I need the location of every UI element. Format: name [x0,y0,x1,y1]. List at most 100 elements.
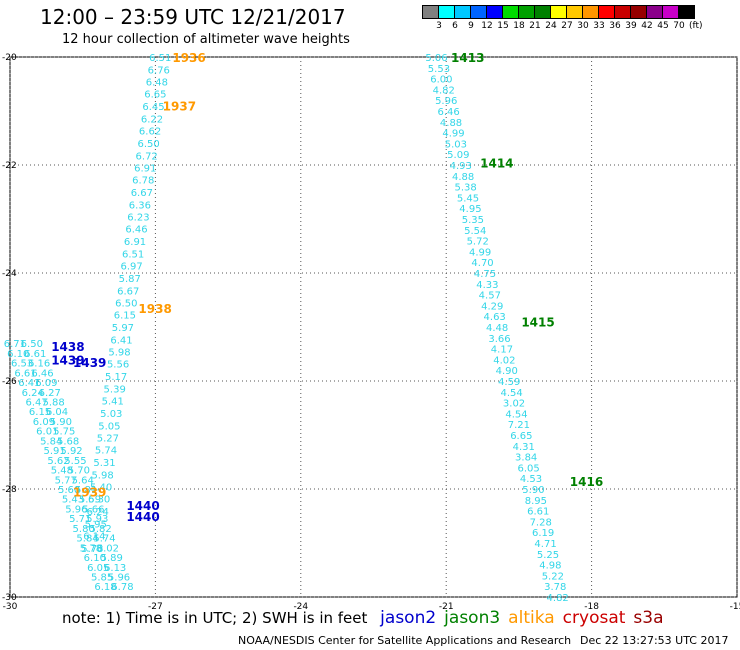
wave-height-label: 5.35 [462,215,484,226]
wave-height-label: 5.97 [112,323,134,334]
wave-height-label: 5.40 [90,482,112,493]
wave-height-label: 5.96 [435,96,457,107]
wave-height-label: 6.50 [137,139,159,150]
wave-height-label: 6.67 [131,188,153,199]
legend-label: 9 [468,21,474,31]
wave-height-label: 6.61 [14,368,36,379]
wave-height-label: 5.31 [93,458,115,469]
satellite-jason2: jason2 [380,608,437,628]
wave-height-label: 6.78 [132,176,154,187]
wave-height-label: 4.54 [500,388,522,399]
wave-height-label: 6.24 [22,388,44,399]
wave-height-label: 5.03 [100,409,122,420]
x-tick-label: -21 [439,602,454,612]
wave-height-label: 6.36 [129,200,151,211]
wave-height-label: 4.90 [496,366,518,377]
legend-label: 45 [657,21,669,31]
wave-height-label: 6.46 [31,368,53,379]
wave-height-label: 6.16 [28,359,50,370]
timestamp-text: Dec 22 13:27:53 UTC 2017 [580,634,729,647]
satellite-cryosat: cryosat [562,608,626,628]
legend-label: 6 [452,21,458,31]
wave-height-label: 5.43 [62,495,84,506]
wave-height-label: 6.65 [144,90,166,101]
wave-height-label: 5.73 [81,544,103,555]
wave-height-label: 6.22 [141,115,163,126]
wave-height-label: 6.30 [88,495,110,506]
wave-height-label: 4.54 [505,409,527,420]
wave-height-label: 6.24 [87,507,109,518]
legend-label: 3 [436,21,442,31]
wave-height-label: 6.05 [87,563,109,574]
wave-height-label: 4.99 [442,129,464,140]
legend-label: 21 [529,21,541,31]
wave-height-label: 6.97 [121,261,143,272]
legend-labels: 3 6 9 12 15 18 21 24 27 30 33 36 39 42 45 70 (ft) [422,19,703,31]
wave-height-label: 5.90 [522,485,544,496]
wave-height-label: 5.91 [43,446,65,457]
x-tick-label: -30 [3,602,18,612]
y-tick-label: -30 [2,593,17,603]
wave-height-label: 4.17 [491,345,513,356]
legend-label: 15 [497,21,509,31]
wave-height-label: 6.51 [149,53,171,64]
satellite-legend: jason2 jason3 altika cryosat s3a [372,608,663,628]
wave-height-label: 5.71 [69,514,91,525]
wave-height-label: 6.62 [139,126,161,137]
satellite-jason3: jason3 [444,608,501,628]
wave-height-label: 4.59 [498,377,520,388]
wave-height-label: 5.74 [93,534,115,545]
wave-height-label: 5.75 [53,427,75,438]
x-tick-label: -27 [148,602,163,612]
wave-height-label: 6.61 [24,349,46,360]
x-tick-label: -15 [730,602,740,612]
wave-height-label: 6.48 [146,77,168,88]
color-scale-legend: 3 6 9 12 15 18 21 24 27 30 33 36 39 42 45 70 (ft) [422,5,703,31]
wave-height-label: 5.98 [108,347,130,358]
wave-height-label: 4.57 [479,291,501,302]
legend-unit: (ft) [689,21,703,31]
wave-height-label: 5.80 [73,524,95,535]
wave-height-label: 5.64 [72,475,94,486]
wave-height-label: 4.29 [481,301,503,312]
wave-height-label: 5.90 [50,417,72,428]
satellite-altika: altika [508,608,555,628]
wave-height-label: 4.82 [433,85,455,96]
pass-time-label: 1414 [480,156,513,170]
wave-height-label: 5.87 [119,274,141,285]
wave-height-label: 5.84 [76,534,98,545]
wave-height-label: 6.53 [11,359,33,370]
wave-height-label: 6.09 [35,378,57,389]
wave-height-label: 5.25 [537,550,559,561]
x-tick-label: -18 [584,602,599,612]
wave-height-label: 5.78 [80,543,102,554]
wave-height-label: 5.41 [102,396,124,407]
wave-height-label: 6.09 [33,417,55,428]
wave-height-label: 3.02 [503,399,525,410]
y-tick-label: -20 [2,53,17,63]
wave-height-label: 4.33 [476,280,498,291]
wave-height-label: 6.71 [4,339,26,350]
wave-height-label: 6.76 [148,65,170,76]
wave-height-label: 6.13 [104,563,126,574]
plot-frame [9,56,738,598]
wave-height-label: 6.46 [125,225,147,236]
footer-note: note: 1) Time is in UTC; 2) SWH is in fe… [62,609,368,627]
pass-time-label: 1439 [73,356,106,370]
wave-height-label: 6.10 [7,349,29,360]
credit-text: NOAA/NESDIS Center for Satellite Applica… [238,634,572,647]
wave-height-label: 6.10 [84,553,106,564]
wave-height-label: 6.41 [18,378,40,389]
wave-height-label: 5.88 [42,398,64,409]
wave-height-label: 4.63 [484,312,506,323]
wave-height-label: 6.15 [29,407,51,418]
wave-height-label: 5.38 [454,183,476,194]
y-tick-label: -24 [2,269,17,279]
wave-height-label: 5.98 [91,470,113,481]
wave-height-label: 5.66 [82,504,104,515]
wave-height-label: 5.45 [457,193,479,204]
wave-height-label: 5.85 [91,572,113,583]
wave-height-label: 5.82 [89,524,111,535]
wave-height-label: 5.92 [60,446,82,457]
wave-height-label: 6.46 [437,107,459,118]
